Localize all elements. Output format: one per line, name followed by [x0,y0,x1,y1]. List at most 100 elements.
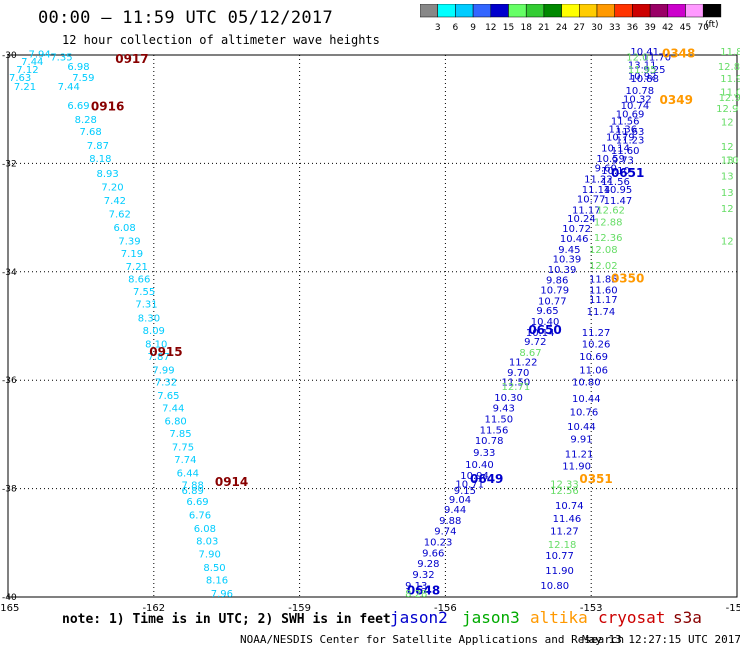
swh-value-jason2: 10.78 [475,436,504,447]
swh-value-jason2: 10.39 [553,255,582,266]
swh-value-jason2: 11.17 [589,295,618,306]
swh-value-s3a: 7.20 [101,183,123,194]
swh-value-s3a: 6.69 [186,497,208,508]
swh-value-jason3: 11.85 [720,47,740,58]
x-tick-label: -162 [142,603,165,614]
swh-value-s3a: 7.90 [199,549,221,560]
swh-value-s3a: 7.74 [174,455,196,466]
colorbar-label: 3 [435,23,441,33]
swh-value-jason2: 11.22 [584,174,613,185]
swh-value-jason3: 13 [721,155,734,166]
swh-value-s3a: 8.93 [96,169,118,180]
swh-value-s3a: 6.89 [182,486,204,497]
swh-value-jason2: 9.13 [405,581,427,592]
swh-value-jason3: 8.67 [519,348,541,359]
swh-value-jason3: 12 [721,237,734,248]
colorbar-label: 18 [520,23,532,33]
swh-value-jason2: 9.45 [558,245,580,256]
colorbar-label: 6 [453,23,459,33]
swh-value-jason2: 11.90 [562,462,591,473]
swh-value-s3a: 8.28 [75,115,97,126]
y-tick-label: -38 [2,485,17,495]
y-tick-label: -40 [2,593,17,603]
swh-value-jason2: 9.43 [493,404,515,415]
colorbar-label: 24 [556,23,568,33]
swh-value-jason2: 11.90 [545,566,574,577]
swh-value-jason3: 11.07 [720,88,740,99]
swh-value-jason3: 12.9 [719,93,740,104]
legend-jason3: jason3 [462,608,520,627]
swh-value-s3a: 7.55 [133,287,155,298]
swh-value-jason2: 11.60 [611,146,640,157]
swh-value-s3a: 7.59 [72,73,94,84]
time-label: 0348 [662,47,695,61]
swh-value-jason3: 12 [721,142,734,153]
swh-value-jason2: 10.30 [494,393,523,404]
swh-value-jason3: 8.28 [405,589,427,600]
swh-value-jason2: 10.74 [555,501,584,512]
y-tick-label: -30 [2,51,17,61]
swh-value-jason3: 12.71 [502,382,531,393]
swh-value-jason3: 12 [721,117,734,128]
swh-value-jason2: 10.79 [606,133,635,144]
swh-value-jason2: 10.74 [621,101,650,112]
legend-jason2: jason2 [390,608,448,627]
y-tick-label: -36 [2,376,17,386]
swh-value-jason2: 11.60 [589,285,618,296]
swh-value-jason2: 10.32 [623,95,652,106]
legend-s3a: s3a [673,608,702,627]
swh-value-s3a: 7.99 [152,366,174,377]
swh-value-s3a: 7.39 [118,237,140,248]
swh-value-s3a: 6.80 [165,417,187,428]
swh-value-jason2: 10.80 [540,581,569,592]
swh-value-jason2: 10.88 [630,74,659,85]
swh-value-s3a: 7.68 [79,127,101,138]
swh-value-jason2: 10.72 [562,224,591,235]
swh-value-s3a: 7.87 [148,352,170,363]
swh-value-s3a: 6.98 [67,62,89,73]
swh-value-s3a: 8.66 [128,275,150,286]
swh-value-jason3: 12.18 [548,540,577,551]
swh-value-s3a: 7.12 [16,65,38,76]
colorbar-label: 33 [609,23,620,33]
swh-value-jason3: 12.9 [716,104,738,115]
swh-value-jason2: 11.47 [604,196,633,207]
time-label: 0650 [528,323,561,337]
swh-value-jason2: 9.86 [546,276,568,287]
swh-value-s3a: 6.08 [194,524,216,535]
swh-value-jason3: 12.02 [589,261,618,272]
swh-value-jason2: 10.14 [601,143,630,154]
swh-value-jason2: 11.27 [550,527,579,538]
swh-value-jason3: 12.33 [550,480,579,491]
x-tick-label: -165 [0,603,19,614]
swh-value-jason2: 10.69 [616,109,645,120]
swh-value-s3a: 7.88 [182,481,204,492]
swh-value-jason2: 10.77 [545,551,574,562]
colorbar-label: 21 [538,23,549,33]
swh-value-jason2: 10.92 [628,71,657,82]
colorbar-label: 39 [644,23,656,33]
y-tick-label: -32 [2,159,17,169]
swh-value-jason3: 12 [721,204,734,215]
time-label: 0917 [115,52,148,66]
colorbar-label: 45 [680,23,691,33]
swh-value-jason3: 12.86 [718,62,740,73]
plot-frame [7,54,738,598]
swh-value-jason2: 11.46 [553,514,582,525]
swh-value-s3a: 6.08 [114,223,136,234]
time-label: 0915 [149,345,182,359]
swh-value-s3a: 6.69 [67,101,89,112]
swh-value-s3a: 7.35 [50,52,72,63]
swh-value-s3a: 6.76 [189,510,211,521]
swh-value-jason2: 13.11 [628,61,657,72]
swh-value-s3a: 8.18 [89,154,111,165]
swh-value-s3a: 7.85 [169,429,191,440]
swh-value-jason2: 10.44 [567,422,596,433]
swh-value-jason3: 13 [721,188,734,199]
swh-value-jason3: 12.62 [596,205,625,216]
swh-value-jason2: 10.79 [540,285,569,296]
swh-value-jason2: 10.80 [572,378,601,389]
swh-value-jason2: 9.91 [570,435,592,446]
swh-value-s3a: 7.19 [121,249,143,260]
